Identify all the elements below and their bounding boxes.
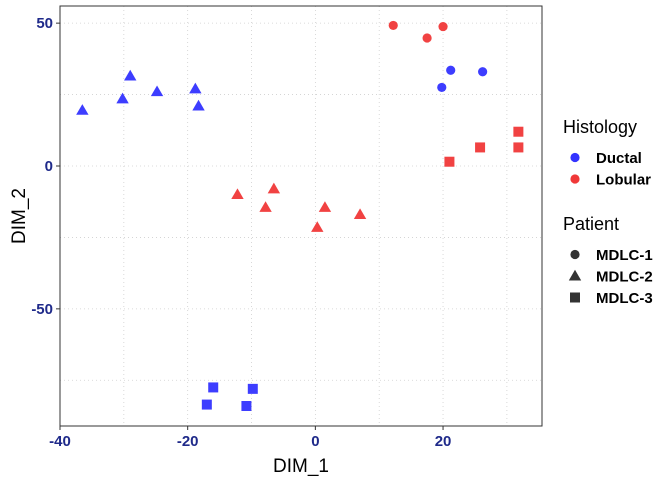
legend: Histology Ductal Lobular Patient MDLC-1 MDLC-… [563,117,653,307]
data-points [76,20,524,411]
data-point [116,92,129,104]
legend-title: Patient [563,214,619,234]
data-point [388,20,398,31]
x-tick-label: -40 [49,433,71,450]
y-axis-title: DIM_2 [9,188,30,244]
x-tick-label: 20 [435,433,452,450]
legend-key-circle [570,174,580,184]
data-point [353,208,367,220]
y-tick-label: 0 [45,158,53,175]
data-point [189,82,202,94]
data-point [444,156,455,167]
axis-ticks: -40 -20 0 20 -50 0 50 [31,15,451,450]
data-point [311,221,324,232]
legend-label: MDLC-3 [596,290,653,307]
legend-title: Histology [563,117,637,137]
data-point [446,65,456,75]
x-tick-label: 0 [311,433,319,450]
data-point [437,82,447,93]
data-point [259,201,272,212]
data-point [475,142,486,153]
y-tick-label: 50 [36,15,53,32]
data-point [438,21,448,32]
data-point [422,33,432,43]
y-tick-label: -50 [31,301,53,318]
data-point [241,401,252,411]
legend-key-square [570,292,580,303]
data-point [124,69,137,81]
grid-lines [59,6,542,426]
data-point [76,104,89,115]
legend-key-triangle [568,269,582,281]
data-point [513,142,524,153]
data-point [231,188,244,200]
data-point [267,182,281,194]
legend-label: Lobular [596,172,651,189]
x-tick-label: -20 [177,433,199,450]
data-point [513,126,524,137]
legend-label: Ductal [596,150,642,167]
plot-panel-border [59,5,543,427]
legend-key-circle [570,152,580,163]
data-point [201,399,212,410]
data-point [150,85,164,97]
legend-label: MDLC-2 [596,269,653,286]
legend-label: MDLC-1 [596,247,653,264]
data-point [247,383,258,394]
data-point [318,201,332,212]
data-point [478,67,488,77]
data-point [192,99,205,111]
x-axis-title: DIM_1 [273,456,329,477]
legend-key-circle [570,249,580,260]
data-point [208,382,219,393]
